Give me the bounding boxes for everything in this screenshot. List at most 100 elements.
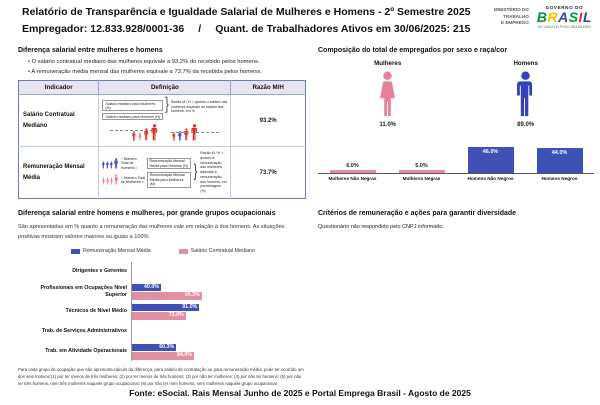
column-header-ratio: Razão M/H (230, 80, 306, 95)
race-category-label: Homens Não Negros (467, 176, 514, 181)
ratio-value: 93.2% (230, 94, 306, 147)
bar-remuneracao-media: 91.0% (131, 303, 200, 312)
occupation-heading: Diferença salarial entre homens e mulher… (18, 210, 276, 217)
brasil-wordmark: BRASIL (536, 9, 592, 25)
median-women-label: Salário mediano para Mulheres (M) (102, 100, 164, 111)
race-bar-group: 44.0% Homens Negros (525, 140, 594, 181)
men-percentage: 89.0% (517, 122, 535, 128)
man-icon (110, 161, 113, 169)
occupation-bar-chart: Dirigentes e Gerentes Profissionais em O… (18, 262, 308, 362)
women-pictogram: Mulheres 11.0% (374, 60, 401, 128)
section-occupation-gap: Diferença salarial entre homens e mulher… (18, 210, 308, 388)
man-icon (132, 131, 136, 141)
woman-icon (138, 132, 142, 141)
definition-cell: Salário mediano para Mulheres (M) Salári… (98, 94, 232, 147)
definition-cell: ÷ Número Total de Homens = Remuneração M… (98, 146, 232, 199)
occ-category-label: Profissionais em Ocupações Nível Superio… (40, 285, 127, 298)
occupation-row: Trab. em Atividade Operacionais 60.3% 84… (18, 342, 308, 361)
race-bar: 6.0% (329, 163, 376, 173)
women-percentage: 11.0% (379, 122, 397, 128)
occ-category-label: Trab. em Atividade Operacionais (45, 348, 127, 355)
ratio-definition-note: Razão M / H = quanto a remuneração das m… (200, 151, 227, 193)
man-icon (151, 124, 158, 141)
indicator-cell: Salário Contratual Mediano (18, 94, 100, 147)
gov-tagline: DO LADO DO POVO BRASILEIRO (537, 25, 592, 29)
man-icon (114, 158, 119, 169)
section-salary-gap: Diferença salarial entre mulheres e home… (18, 47, 306, 199)
legend-item-media: Remuneração Mensal Média (71, 248, 151, 254)
indicator-cell: Remuneração Mensal Média (18, 146, 100, 199)
woman-icon (102, 177, 105, 185)
table-row-mean-remuneration: Remuneração Mensal Média ÷ Número Total … (18, 146, 306, 199)
bullet-mean-salary: A remuneração média mensal das mulheres … (28, 69, 306, 75)
race-bar: 46.0% (467, 147, 514, 173)
bar-remuneracao-media: 40.0% (131, 283, 161, 292)
legend-item-mediano: Salário Contratual Mediano (178, 248, 255, 254)
median-men-label: Salário mediano para Homens (H) (102, 113, 164, 120)
occupation-row: Profissionais em Ocupações Nível Superio… (18, 282, 308, 301)
salary-gap-heading: Diferença salarial entre mulheres e home… (18, 47, 163, 54)
bar-value-label: 5.0% (415, 163, 428, 170)
race-bar: 5.0% (398, 163, 445, 173)
ministry-text: MINISTÉRIO DO TRABALHO E EMPREGO (493, 6, 529, 26)
table-header-row: Indicador Definição Razão M/H (18, 80, 306, 95)
bullet-median-salary: O salário contratual mediano das mulhere… (28, 59, 306, 65)
occ-category-label: Técnicos de Nível Médio (65, 308, 127, 315)
men-pictogram: Homens 89.0% (513, 60, 537, 128)
legend-swatch-blue (71, 248, 81, 254)
sex-pictogram-chart: Mulheres 11.0% Homens 89.0% (318, 60, 594, 128)
bar-value-label: 6.0% (346, 162, 359, 169)
bar-salario-mediano: 94.3% (131, 292, 202, 300)
section-composition: Composição do total de empregados por se… (318, 47, 594, 181)
formula-men-divisor: ÷ Número Total de Homens = (120, 157, 138, 170)
men-label: Homens (513, 60, 538, 67)
race-bar-group: 6.0% Mulheres Não Negras (318, 140, 387, 181)
race-composition-chart: 6.0% Mulheres Não Negras 5.0% Mulheres N… (318, 140, 594, 181)
man-icon (184, 128, 189, 141)
race-category-label: Mulheres Não Negras (328, 176, 377, 181)
criteria-body: Questionário não respondido pelo CNPJ in… (318, 224, 444, 230)
woman-icon (110, 177, 113, 185)
race-category-label: Homens Negros (541, 176, 578, 181)
column-header-indicator: Indicador (18, 80, 100, 95)
occ-category-label: Dirigentes e Gerentes (72, 268, 127, 275)
women-label: Mulheres (374, 60, 402, 67)
governo-do-text: GOVERNO DO (545, 5, 584, 10)
bar-value-label: 44.0% (551, 150, 568, 157)
man-icon (102, 161, 105, 169)
men-group-icons (102, 158, 119, 169)
brace-icon: } (165, 95, 169, 115)
brace-icon: } (193, 162, 198, 182)
indicator-table: Indicador Definição Razão M/H Salário Co… (18, 80, 306, 199)
ratio-value: 73.7% (230, 146, 306, 199)
man-icon (172, 132, 176, 141)
ratio-definition-note: Razão M / H = quanto o salário das mulhe… (170, 100, 228, 114)
bar-value-label: 46.0% (482, 149, 499, 156)
footer-source: Fonte: eSocial. Rais Mensal Junho de 202… (129, 388, 471, 398)
subtitle-separator: / (198, 23, 202, 35)
formula-women-divisor: ÷ Número Total de Mulheres = (120, 175, 146, 184)
race-bar: 44.0% (536, 148, 583, 173)
active-workers-count: Quant. de Trabalhadores Ativos em 30/06/… (215, 23, 471, 35)
occupation-footnote: Para cada grupo de ocupação que não apre… (18, 367, 304, 386)
formula-men-result: Remuneração Mensal Média para Homens (H) (147, 157, 191, 170)
median-dashed-line (110, 130, 159, 131)
y-axis-line (131, 262, 132, 362)
median-dashed-line (171, 132, 220, 133)
woman-icon (106, 177, 109, 185)
bar-salario-mediano: 73.0% (131, 312, 186, 320)
report-subtitle: Empregador: 12.833.928/0001-36 / Quant. … (22, 23, 482, 35)
report-header: Relatório de Transparência e Igualdade S… (22, 6, 482, 35)
criteria-heading: Critérios de remuneração e ações para ga… (318, 210, 517, 217)
people-illustration (102, 123, 227, 141)
women-group-icons (102, 174, 119, 185)
occupation-row: Trab. de Serviços Administrativos (18, 322, 308, 341)
formula-women-result: Remuneração Mensal Média para Mulheres (… (147, 171, 191, 188)
woman-icon (378, 71, 397, 118)
section-criteria: Critérios de remuneração e ações para ga… (318, 210, 594, 230)
table-row-median-salary: Salário Contratual Mediano Salário media… (18, 94, 306, 147)
composition-heading: Composição do total de empregados por se… (318, 47, 508, 54)
governo-brasil-logo: MINISTÉRIO DO TRABALHO E EMPREGO GOVERNO… (494, 5, 592, 29)
race-bar-group: 46.0% Homens Não Negros (456, 140, 525, 181)
chart-legend: Remuneração Mensal Média Salário Contrat… (18, 248, 308, 254)
